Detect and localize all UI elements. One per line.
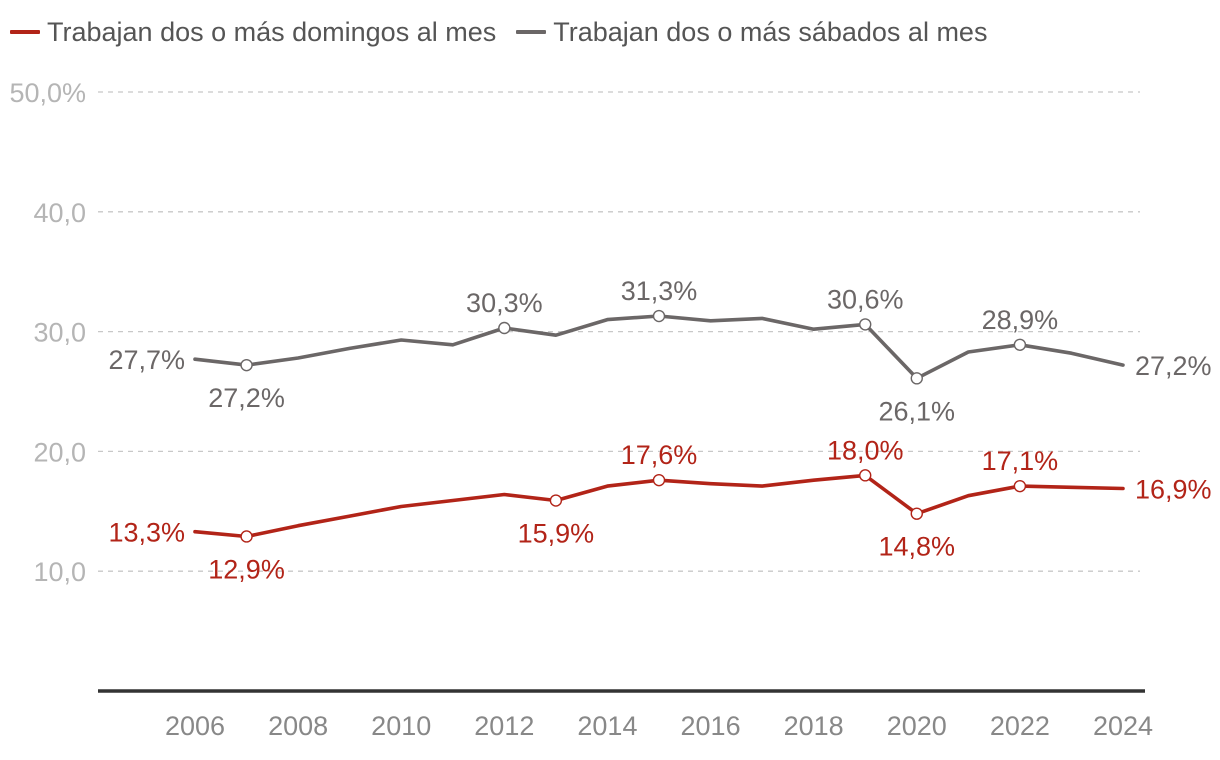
data-label: 17,6% (621, 440, 698, 470)
y-tick-label: 20,0 (33, 437, 86, 467)
x-tick-label: 2008 (268, 711, 328, 741)
data-label-layer: 13,3% 12,9% 15,9% 17,6% 18,0% 14,8% 17,1% 16,9%… (108, 276, 1211, 584)
x-tick-label: 2024 (1093, 711, 1153, 741)
y-tick-label: 50,0% (9, 78, 86, 108)
x-tick-label: 2006 (165, 711, 225, 741)
data-label: 16,9% (1135, 475, 1212, 505)
x-tick-label: 2020 (887, 711, 947, 741)
data-label: 31,3% (621, 276, 698, 306)
data-label: 18,0% (827, 435, 904, 465)
y-tick-label: 10,0 (33, 557, 86, 587)
legend-swatch-domingos (10, 30, 40, 34)
x-tick-label: 2016 (681, 711, 741, 741)
legend: Trabajan dos o más domingos al mes Traba… (10, 14, 1007, 50)
legend-item-domingos[interactable]: Trabajan dos o más domingos al mes (10, 17, 496, 48)
y-tick-label: 40,0 (33, 198, 86, 228)
data-point-marker (859, 318, 872, 331)
legend-item-sabados[interactable]: Trabajan dos o más sábados al mes (516, 17, 987, 48)
data-point-marker (910, 372, 923, 385)
data-label: 12,9% (208, 554, 285, 584)
grid-layer (98, 91, 1140, 572)
legend-label-domingos: Trabajan dos o más domingos al mes (47, 16, 497, 47)
data-label: 27,2% (208, 383, 285, 413)
data-point-marker (1013, 338, 1027, 351)
x-tick-label: 2012 (474, 711, 534, 741)
x-tick-label: 2022 (990, 711, 1050, 741)
data-point-marker (652, 473, 666, 487)
legend-label-sabados: Trabajan dos o más sábados al mes (553, 16, 988, 47)
data-label: 14,8% (878, 532, 955, 562)
data-label: 30,6% (827, 284, 904, 314)
x-tick-label: 2018 (784, 711, 844, 741)
data-point-marker (859, 469, 872, 482)
data-label: 30,3% (466, 288, 543, 318)
data-label: 17,1% (982, 446, 1059, 476)
data-label: 26,1% (878, 396, 955, 426)
data-point-marker (910, 507, 923, 520)
data-point-marker (240, 530, 253, 543)
data-point-marker (549, 494, 563, 507)
data-label: 27,7% (108, 345, 185, 375)
y-tick-label: 30,0 (33, 318, 86, 348)
data-point-marker (652, 309, 666, 323)
data-point-marker (1013, 479, 1027, 493)
data-label: 15,9% (518, 519, 595, 549)
axis-layer: 10,0 20,0 30,0 40,0 50,0% 2006 2008 2010 2012 201… (9, 78, 1153, 741)
x-tick-label: 2014 (577, 711, 637, 741)
data-label: 28,9% (982, 305, 1059, 335)
series-layer (193, 309, 1125, 543)
legend-swatch-sabados (516, 30, 547, 34)
x-tick-label: 2010 (371, 711, 431, 741)
data-point-marker (498, 321, 511, 335)
data-label: 13,3% (108, 518, 185, 548)
data-label: 27,2% (1135, 351, 1212, 381)
data-point-marker (240, 358, 253, 372)
